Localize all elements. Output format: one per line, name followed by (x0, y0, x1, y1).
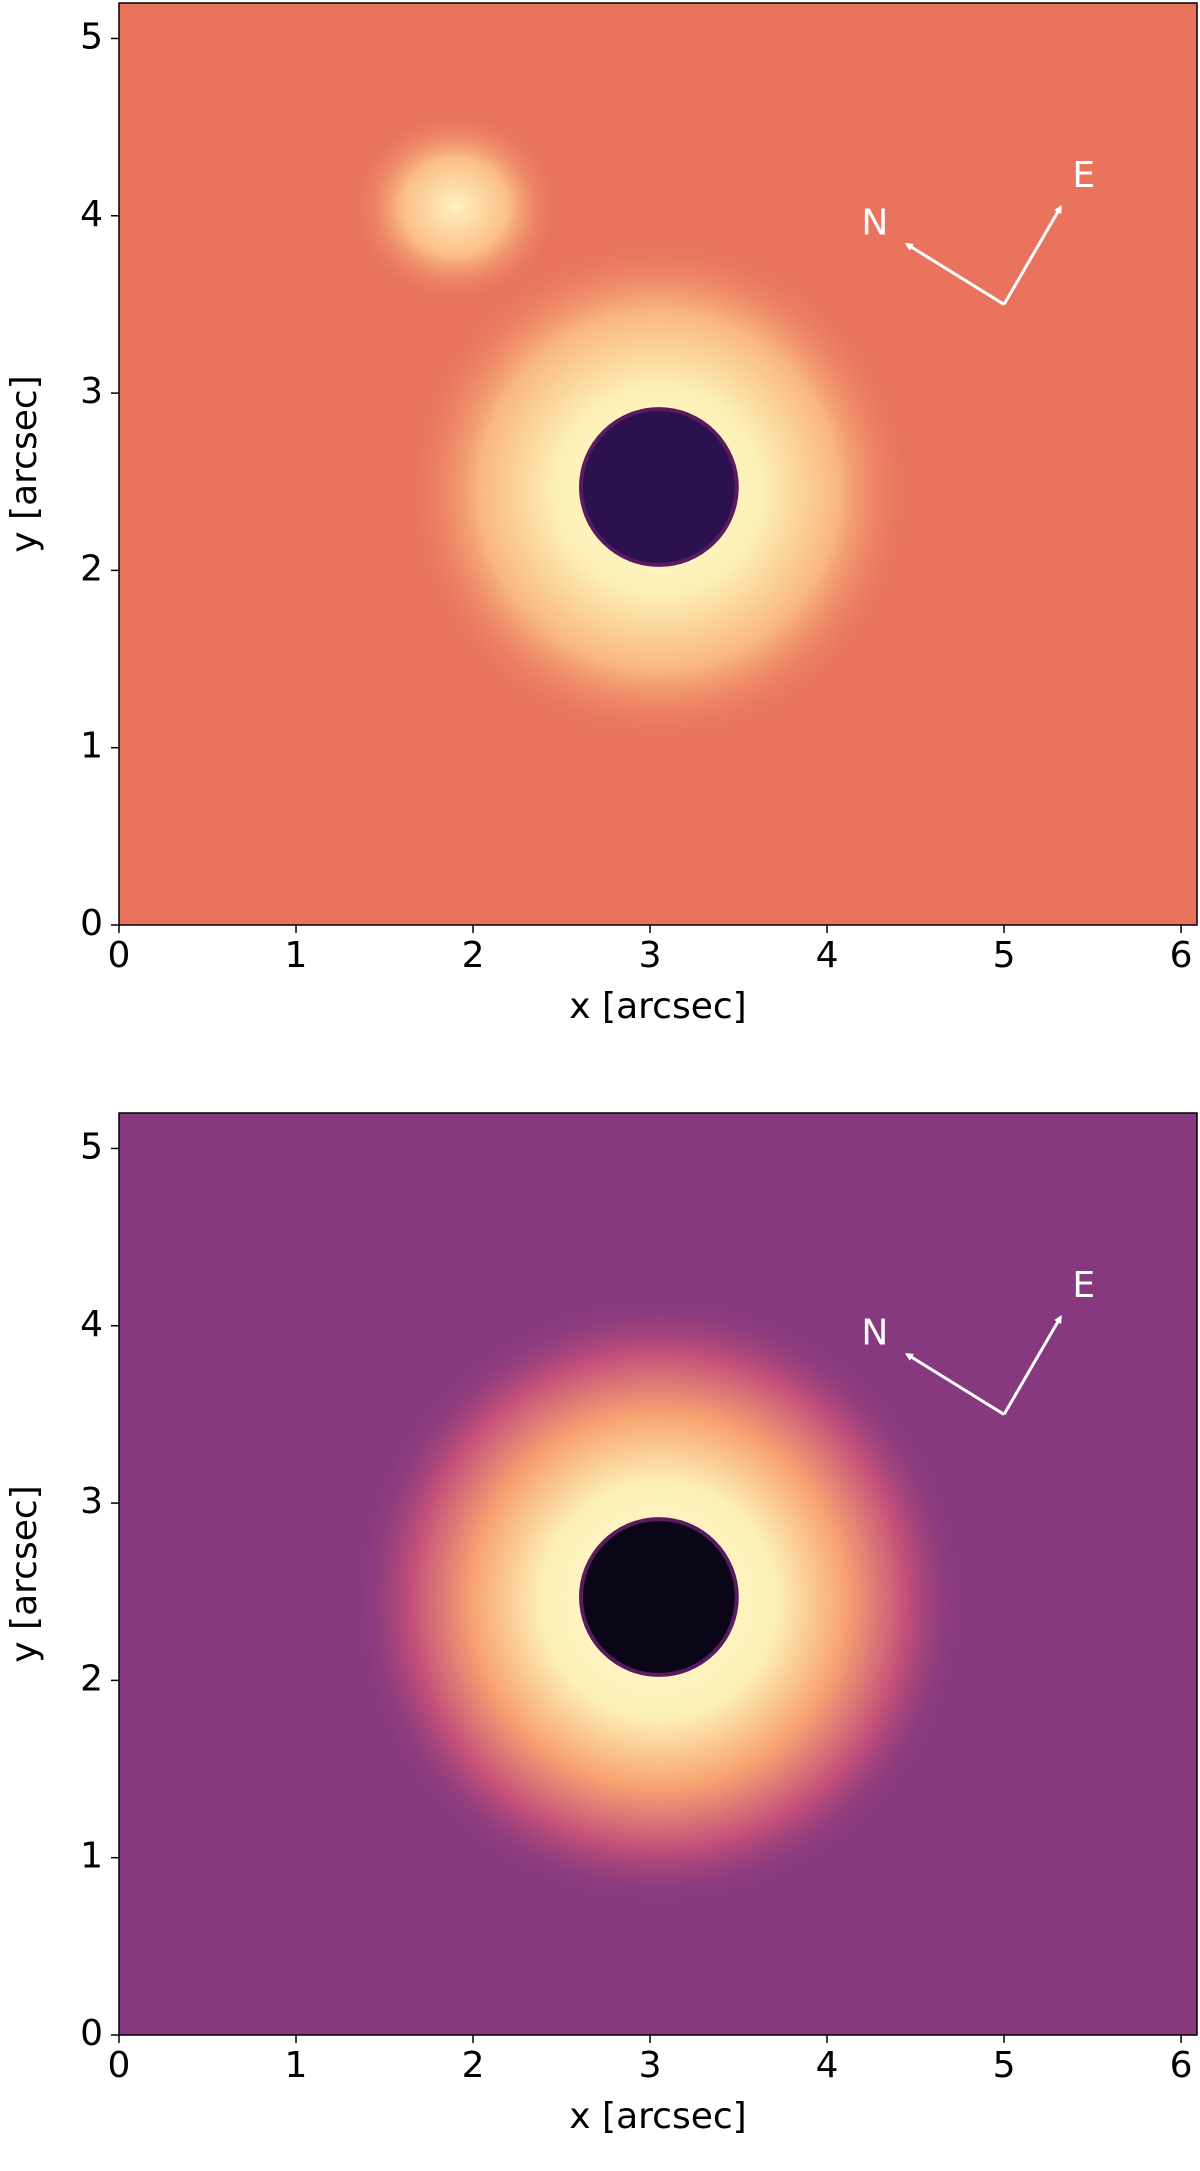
x-tick-label: 0 (108, 2045, 131, 2086)
annotation: E (1072, 1265, 1095, 1306)
y-axis-label: y [arcsec] (4, 375, 45, 552)
y-tick-label: 0 (80, 903, 103, 944)
annotation: N (861, 1313, 888, 1354)
annotation: N (861, 203, 888, 244)
companion (349, 109, 562, 305)
annotation: E (1072, 155, 1095, 196)
axes-frame (118, 2, 1198, 926)
image (119, 1113, 1197, 2035)
x-tick-label: 5 (993, 2045, 1016, 2086)
y-axis-label: y [arcsec] (4, 1485, 45, 1662)
x-tick-label: 3 (639, 2045, 662, 2086)
y-tick-label: 2 (80, 1658, 103, 1699)
x-tick-label: 5 (993, 935, 1016, 976)
mask-edge (579, 407, 739, 567)
x-tick-label: 1 (285, 935, 308, 976)
x-tick-label: 4 (816, 2045, 839, 2086)
coronagraph-mask (581, 1519, 737, 1675)
mask-edge (579, 1517, 739, 1677)
y-tick-label: 3 (80, 371, 103, 412)
x-axis-label: x [arcsec] (569, 2096, 746, 2137)
x-tick-label: 1 (285, 2045, 308, 2086)
x-tick-label: 2 (462, 2045, 485, 2086)
arrow-e (1002, 1315, 1062, 1416)
axes-frame (118, 1112, 1198, 2036)
y-tick-label: 5 (80, 1126, 103, 1167)
y-tick-label: 1 (80, 726, 103, 767)
x-tick-label: 3 (639, 935, 662, 976)
x-tick-label: 2 (462, 935, 485, 976)
x-tick-label: 6 (1170, 935, 1193, 976)
x-tick-label: 4 (816, 935, 839, 976)
arrow-n (905, 242, 1005, 306)
y-tick-label: 0 (80, 2013, 103, 2054)
x-tick-label: 0 (108, 935, 131, 976)
x-axis-label: x [arcsec] (569, 986, 746, 1027)
arrow-e (1002, 205, 1062, 306)
arrow-n (905, 1352, 1005, 1416)
y-tick-label: 5 (80, 16, 103, 57)
x-tick-label: 6 (1170, 2045, 1193, 2086)
image (119, 3, 1197, 925)
y-tick-label: 4 (80, 194, 103, 235)
y-tick-label: 1 (80, 1836, 103, 1877)
y-tick-label: 3 (80, 1481, 103, 1522)
coronagraph-mask (581, 409, 737, 565)
y-tick-label: 2 (80, 548, 103, 589)
y-tick-label: 4 (80, 1304, 103, 1345)
